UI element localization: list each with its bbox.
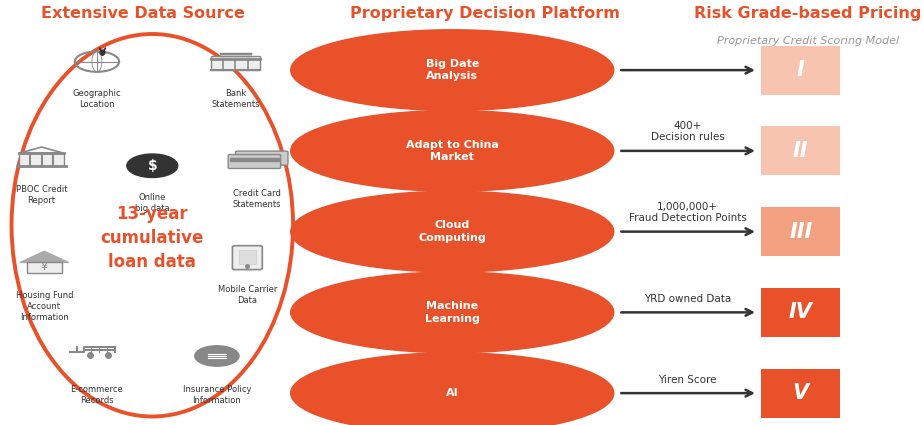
FancyBboxPatch shape [761, 369, 840, 417]
Text: Adapt to China
Market: Adapt to China Market [406, 140, 498, 162]
Text: Yiren Score: Yiren Score [658, 374, 717, 385]
Text: PBOC Credit
Report: PBOC Credit Report [16, 185, 67, 205]
Text: Bank
Statements: Bank Statements [211, 89, 259, 109]
Ellipse shape [291, 191, 614, 272]
Text: AI: AI [446, 388, 459, 398]
Text: Risk Grade-based Pricing: Risk Grade-based Pricing [694, 6, 921, 21]
Ellipse shape [291, 30, 614, 110]
Ellipse shape [291, 110, 614, 191]
Text: Credit Card
Statements: Credit Card Statements [233, 189, 281, 209]
FancyBboxPatch shape [761, 288, 840, 337]
Ellipse shape [12, 34, 294, 416]
Text: IV: IV [789, 302, 812, 323]
Ellipse shape [291, 353, 614, 425]
Text: 1,000,000+
Fraud Detection Points: 1,000,000+ Fraud Detection Points [629, 201, 747, 223]
FancyBboxPatch shape [761, 207, 840, 256]
Text: Machine
Learning: Machine Learning [425, 301, 480, 323]
FancyBboxPatch shape [761, 46, 840, 95]
Text: II: II [793, 141, 809, 161]
Text: 400+
Decision rules: 400+ Decision rules [651, 121, 725, 142]
Text: 13-year
cumulative
loan data: 13-year cumulative loan data [101, 205, 204, 271]
Text: Geographic
Location: Geographic Location [73, 89, 121, 109]
Text: $: $ [148, 159, 157, 173]
FancyBboxPatch shape [211, 56, 259, 70]
FancyBboxPatch shape [235, 151, 288, 165]
Text: Housing Fund
Account
Information: Housing Fund Account Information [16, 291, 73, 322]
Text: Extensive Data Source: Extensive Data Source [42, 6, 245, 21]
Text: YRD owned Data: YRD owned Data [644, 294, 731, 304]
Text: Proprietary Credit Scoring Model: Proprietary Credit Scoring Model [716, 36, 899, 46]
Polygon shape [20, 251, 68, 263]
Polygon shape [230, 159, 279, 161]
Text: Insurance Policy
Information: Insurance Policy Information [183, 385, 251, 405]
Text: E-commerce
Records: E-commerce Records [70, 385, 124, 405]
Text: ¥: ¥ [41, 261, 48, 272]
Text: I: I [797, 60, 805, 80]
Circle shape [195, 346, 239, 366]
Text: Big Date
Analysis: Big Date Analysis [426, 59, 479, 81]
FancyBboxPatch shape [19, 153, 64, 167]
FancyBboxPatch shape [233, 246, 262, 269]
Ellipse shape [291, 272, 614, 353]
Circle shape [126, 154, 178, 178]
FancyBboxPatch shape [27, 263, 62, 273]
FancyBboxPatch shape [238, 250, 257, 264]
FancyBboxPatch shape [761, 127, 840, 176]
Text: V: V [793, 383, 809, 403]
Text: Online
big data: Online big data [135, 193, 170, 213]
Text: Proprietary Decision Platform: Proprietary Decision Platform [350, 6, 619, 21]
Text: III: III [789, 221, 812, 242]
FancyBboxPatch shape [228, 155, 281, 168]
Text: Mobile Carrier
Data: Mobile Carrier Data [218, 285, 277, 305]
Text: Cloud
Computing: Cloud Computing [418, 221, 486, 243]
